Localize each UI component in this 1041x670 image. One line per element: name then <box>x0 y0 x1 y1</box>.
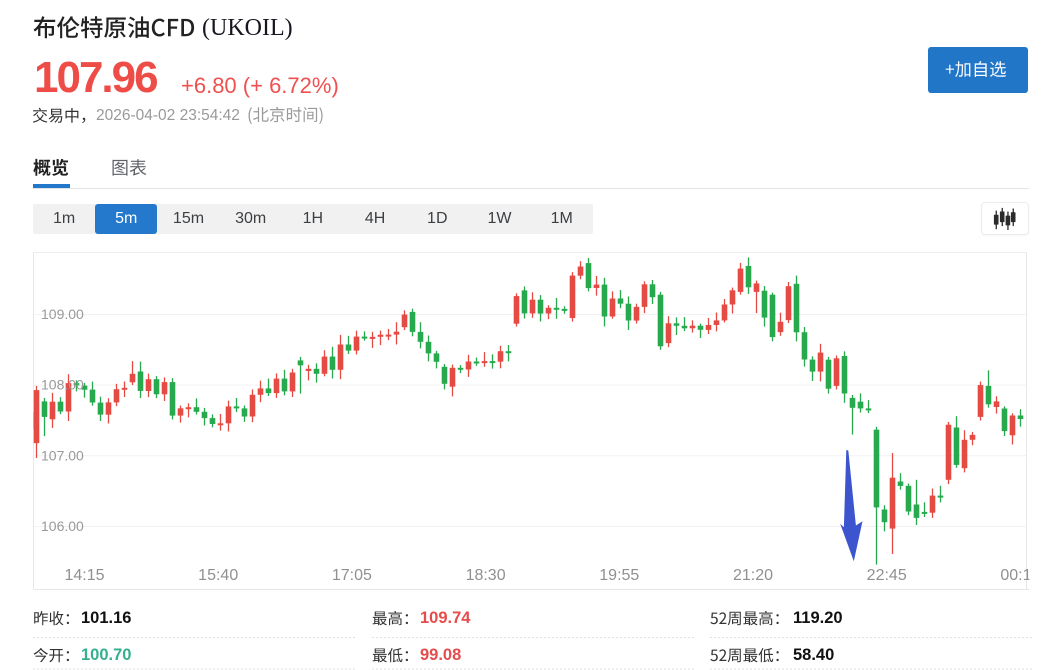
svg-text:14:15: 14:15 <box>64 567 104 584</box>
svg-text:00:10: 00:10 <box>1000 567 1040 584</box>
svg-text:22:45: 22:45 <box>867 567 907 584</box>
svg-text:109.00: 109.00 <box>41 306 84 322</box>
svg-text:17:05: 17:05 <box>332 567 372 584</box>
svg-text:108.00: 108.00 <box>41 377 84 393</box>
svg-text:21:20: 21:20 <box>733 567 773 584</box>
svg-text:15:40: 15:40 <box>198 567 238 584</box>
svg-text:19:55: 19:55 <box>599 567 639 584</box>
svg-text:18:30: 18:30 <box>466 567 506 584</box>
svg-text:106.00: 106.00 <box>41 518 84 534</box>
svg-text:107.00: 107.00 <box>41 447 84 463</box>
